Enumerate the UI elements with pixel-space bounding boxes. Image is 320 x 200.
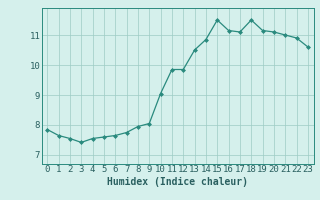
X-axis label: Humidex (Indice chaleur): Humidex (Indice chaleur)	[107, 177, 248, 187]
